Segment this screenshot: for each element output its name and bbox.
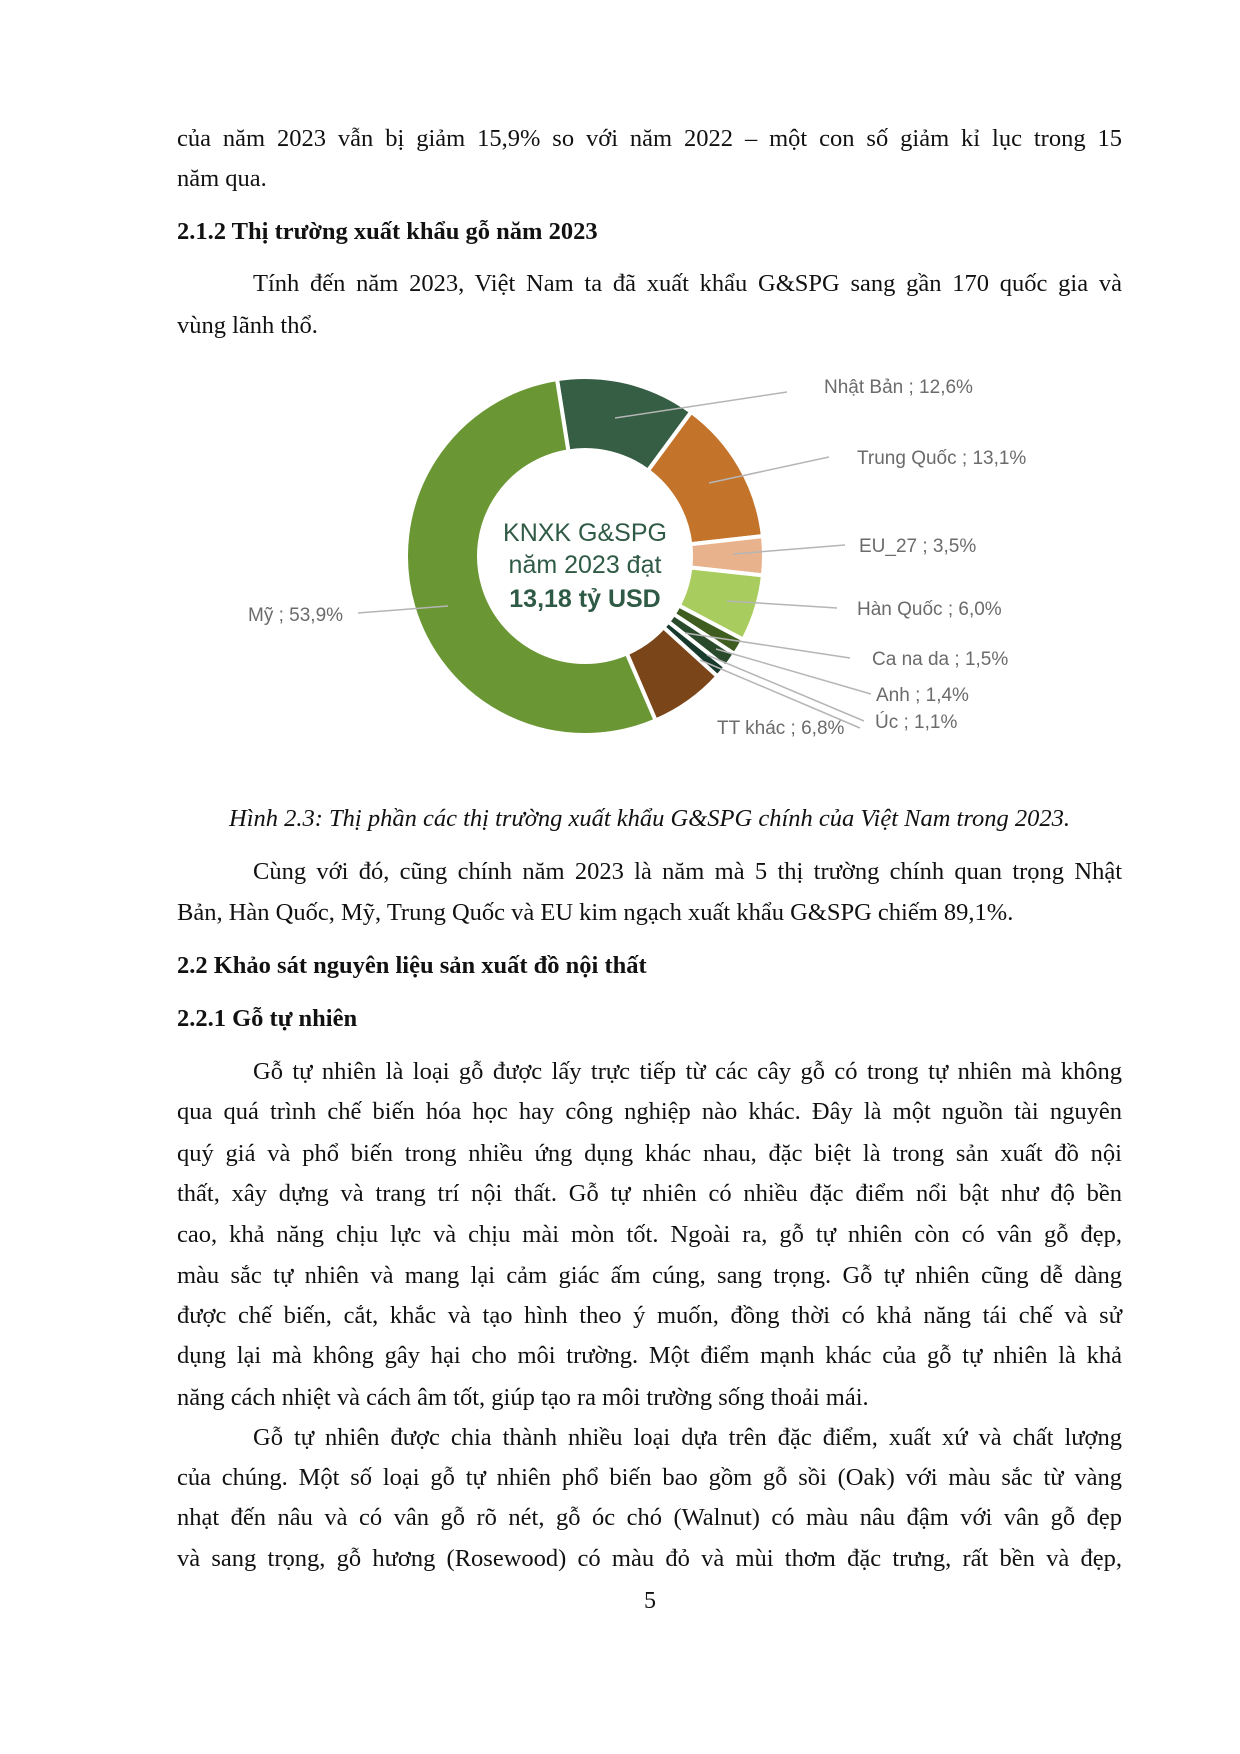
data-label: TT khác ; 6,8%: [717, 718, 845, 739]
center-text-total: 13,18 tỷ USD: [509, 585, 660, 613]
center-text-line-1: KNXK G&SPG: [503, 519, 667, 547]
body-text-line: màu sắc tự nhiên và mang lại cảm giác ấm…: [177, 1262, 1122, 1289]
body-text-line: Gỗ tự nhiên được chia thành nhiều loại d…: [253, 1424, 1122, 1451]
body-text-line: nhạt đến nâu và có vân gỗ rõ nét, gỗ óc …: [177, 1504, 1122, 1531]
body-text-line: được chế biến, cắt, khắc và tạo hình the…: [177, 1302, 1122, 1329]
leader-line: [732, 544, 846, 555]
leader-line: [684, 632, 851, 659]
page-number: 5: [644, 1588, 656, 1614]
body-text-line: Cùng với đó, cũng chính năm 2023 là năm …: [253, 858, 1122, 885]
leader-line: [726, 600, 838, 609]
body-text-line: quý giá và phổ biến trong nhiều ứng dụng…: [177, 1140, 1122, 1167]
leader-line: [706, 654, 865, 722]
body-text-line: của chúng. Một số loại gỗ tự nhiên phổ b…: [177, 1464, 1122, 1491]
data-label: EU_27 ; 3,5%: [859, 536, 976, 557]
leader-line: [708, 456, 830, 484]
body-text-line: thất, xây dựng và trang trí nội thất. Gỗ…: [177, 1180, 1122, 1207]
body-text-line: của năm 2023 vẫn bị giảm 15,9% so với nă…: [177, 125, 1122, 152]
section-heading-2-2-1: 2.2.1 Gỗ tự nhiên: [177, 1005, 358, 1032]
data-label: Hàn Quốc ; 6,0%: [857, 599, 1002, 620]
figure-caption: Hình 2.3: Thị phần các thị trường xuất k…: [229, 805, 1070, 832]
body-text-line: vùng lãnh thổ.: [177, 312, 318, 339]
body-text-line: qua quá trình chế biến hóa học hay công …: [177, 1098, 1122, 1125]
leader-line: [357, 605, 449, 614]
leader-line: [614, 391, 788, 419]
center-text-line-2: năm 2023 đạt: [509, 551, 662, 579]
body-text-line: năm qua.: [177, 165, 267, 192]
body-text-line: cao, khả năng chịu lực và chịu mài mòn t…: [177, 1221, 1122, 1248]
data-label: Ca na da ; 1,5%: [872, 649, 1008, 670]
body-text-line: năng cách nhiệt và cách âm tốt, giúp tạo…: [177, 1384, 869, 1411]
donut-chart: Nhật Bản ; 12,6% Trung Quốc ; 13,1% EU_27 …: [248, 375, 1026, 739]
leader-line: [715, 648, 872, 695]
section-heading-2-2: 2.2 Khảo sát nguyên liệu sản xuất đồ nội…: [177, 952, 647, 979]
body-text-line: Bản, Hàn Quốc, Mỹ, Trung Quốc và EU kim …: [177, 899, 1014, 926]
data-label: Trung Quốc ; 13,1%: [857, 448, 1026, 469]
data-label: Anh ; 1,4%: [876, 685, 969, 706]
slice-m-: [404, 376, 659, 737]
leader-line: [699, 659, 861, 729]
section-heading-2-1-2: 2.1.2 Thị trường xuất khẩu gỗ năm 2023: [177, 218, 598, 245]
body-text-line: và sang trọng, gỗ hương (Rosewood) có mà…: [177, 1545, 1122, 1572]
body-text-line: dụng lại mà không gây hại cho môi trường…: [177, 1342, 1122, 1369]
data-label: Nhật Bản ; 12,6%: [824, 377, 973, 398]
body-text-line: Gỗ tự nhiên là loại gỗ được lấy trực tiế…: [253, 1058, 1122, 1085]
body-text-line: Tính đến năm 2023, Việt Nam ta đã xuất k…: [253, 270, 1122, 297]
data-label: Úc ; 1,1%: [875, 711, 957, 733]
data-label: Mỹ ; 53,9%: [248, 605, 343, 626]
